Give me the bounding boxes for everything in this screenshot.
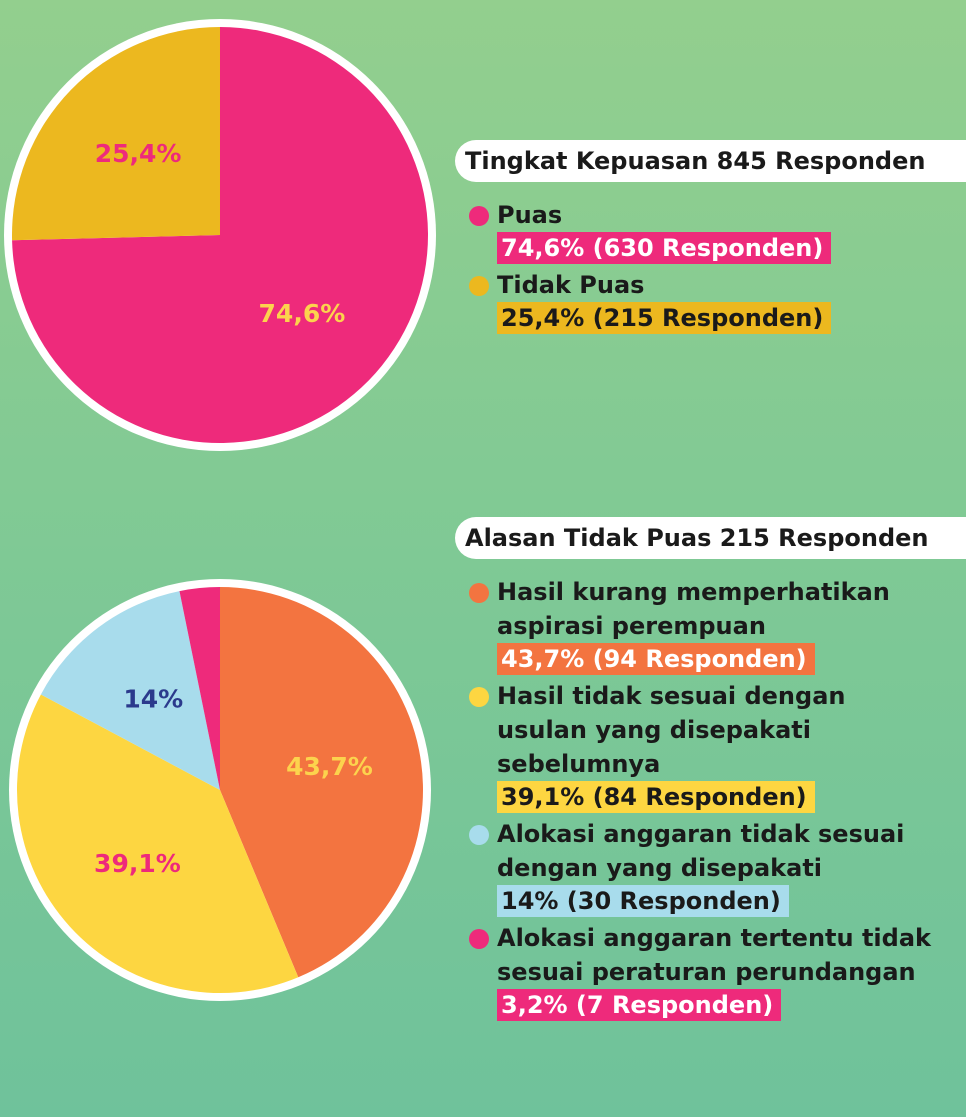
legend-dot xyxy=(469,929,489,949)
legend: Alasan Tidak Puas 215 Responden Hasil kur… xyxy=(455,517,966,1025)
pie-slice xyxy=(40,591,220,790)
pie-slice xyxy=(220,587,423,978)
legend-item: Alokasi anggaran tertentu tidak sesuai p… xyxy=(455,921,937,1021)
slice-label: 14% xyxy=(123,685,183,714)
legend-name: Hasil tidak sesuai dengan usulan yang di… xyxy=(497,682,846,778)
legend-item: Hasil kurang memperhatikan aspirasi pere… xyxy=(455,575,937,675)
legend-item: Puas 74,6% (630 Responden) xyxy=(455,198,937,264)
legend-dot xyxy=(469,206,489,226)
legend-name: Alokasi anggaran tertentu tidak sesuai p… xyxy=(497,924,931,986)
legend-name: Tidak Puas xyxy=(497,271,645,299)
legend-title: Alasan Tidak Puas 215 Responden xyxy=(455,517,966,559)
slice-label: 25,4% xyxy=(95,139,182,168)
slice-label: 43,7% xyxy=(286,752,373,781)
pie-slice xyxy=(12,27,221,241)
legend-name: Alokasi anggaran tidak sesuai dengan yan… xyxy=(497,820,905,882)
legend-dot xyxy=(469,583,489,603)
legend-detail: 3,2% (7 Responden) xyxy=(497,989,782,1021)
legend-dot xyxy=(469,687,489,707)
legend-item: Alokasi anggaran tidak sesuai dengan yan… xyxy=(455,817,937,917)
legend-detail: 14% (30 Responden) xyxy=(497,885,789,917)
legend-title: Tingkat Kepuasan 845 Responden xyxy=(455,140,966,182)
legend-detail: 74,6% (630 Responden) xyxy=(497,232,832,264)
legend-dot xyxy=(469,825,489,845)
pie-slice xyxy=(17,694,299,993)
legend-dot xyxy=(469,276,489,296)
slice-label: 39,1% xyxy=(94,849,181,878)
pie-slice xyxy=(179,587,220,790)
legend: Tingkat Kepuasan 845 Responden Puas 74,6% … xyxy=(455,140,966,338)
legend-detail: 39,1% (84 Responden) xyxy=(497,781,815,813)
pie-slice xyxy=(12,27,429,443)
legend-item: Hasil tidak sesuai dengan usulan yang di… xyxy=(455,679,937,813)
legend-detail: 25,4% (215 Responden) xyxy=(497,302,832,334)
legend-item: Tidak Puas 25,4% (215 Responden) xyxy=(455,268,937,334)
legend-name: Puas xyxy=(497,201,563,229)
slice-label: 74,6% xyxy=(259,299,346,328)
legend-detail: 43,7% (94 Responden) xyxy=(497,643,815,675)
legend-name: Hasil kurang memperhatikan aspirasi pere… xyxy=(497,578,890,640)
